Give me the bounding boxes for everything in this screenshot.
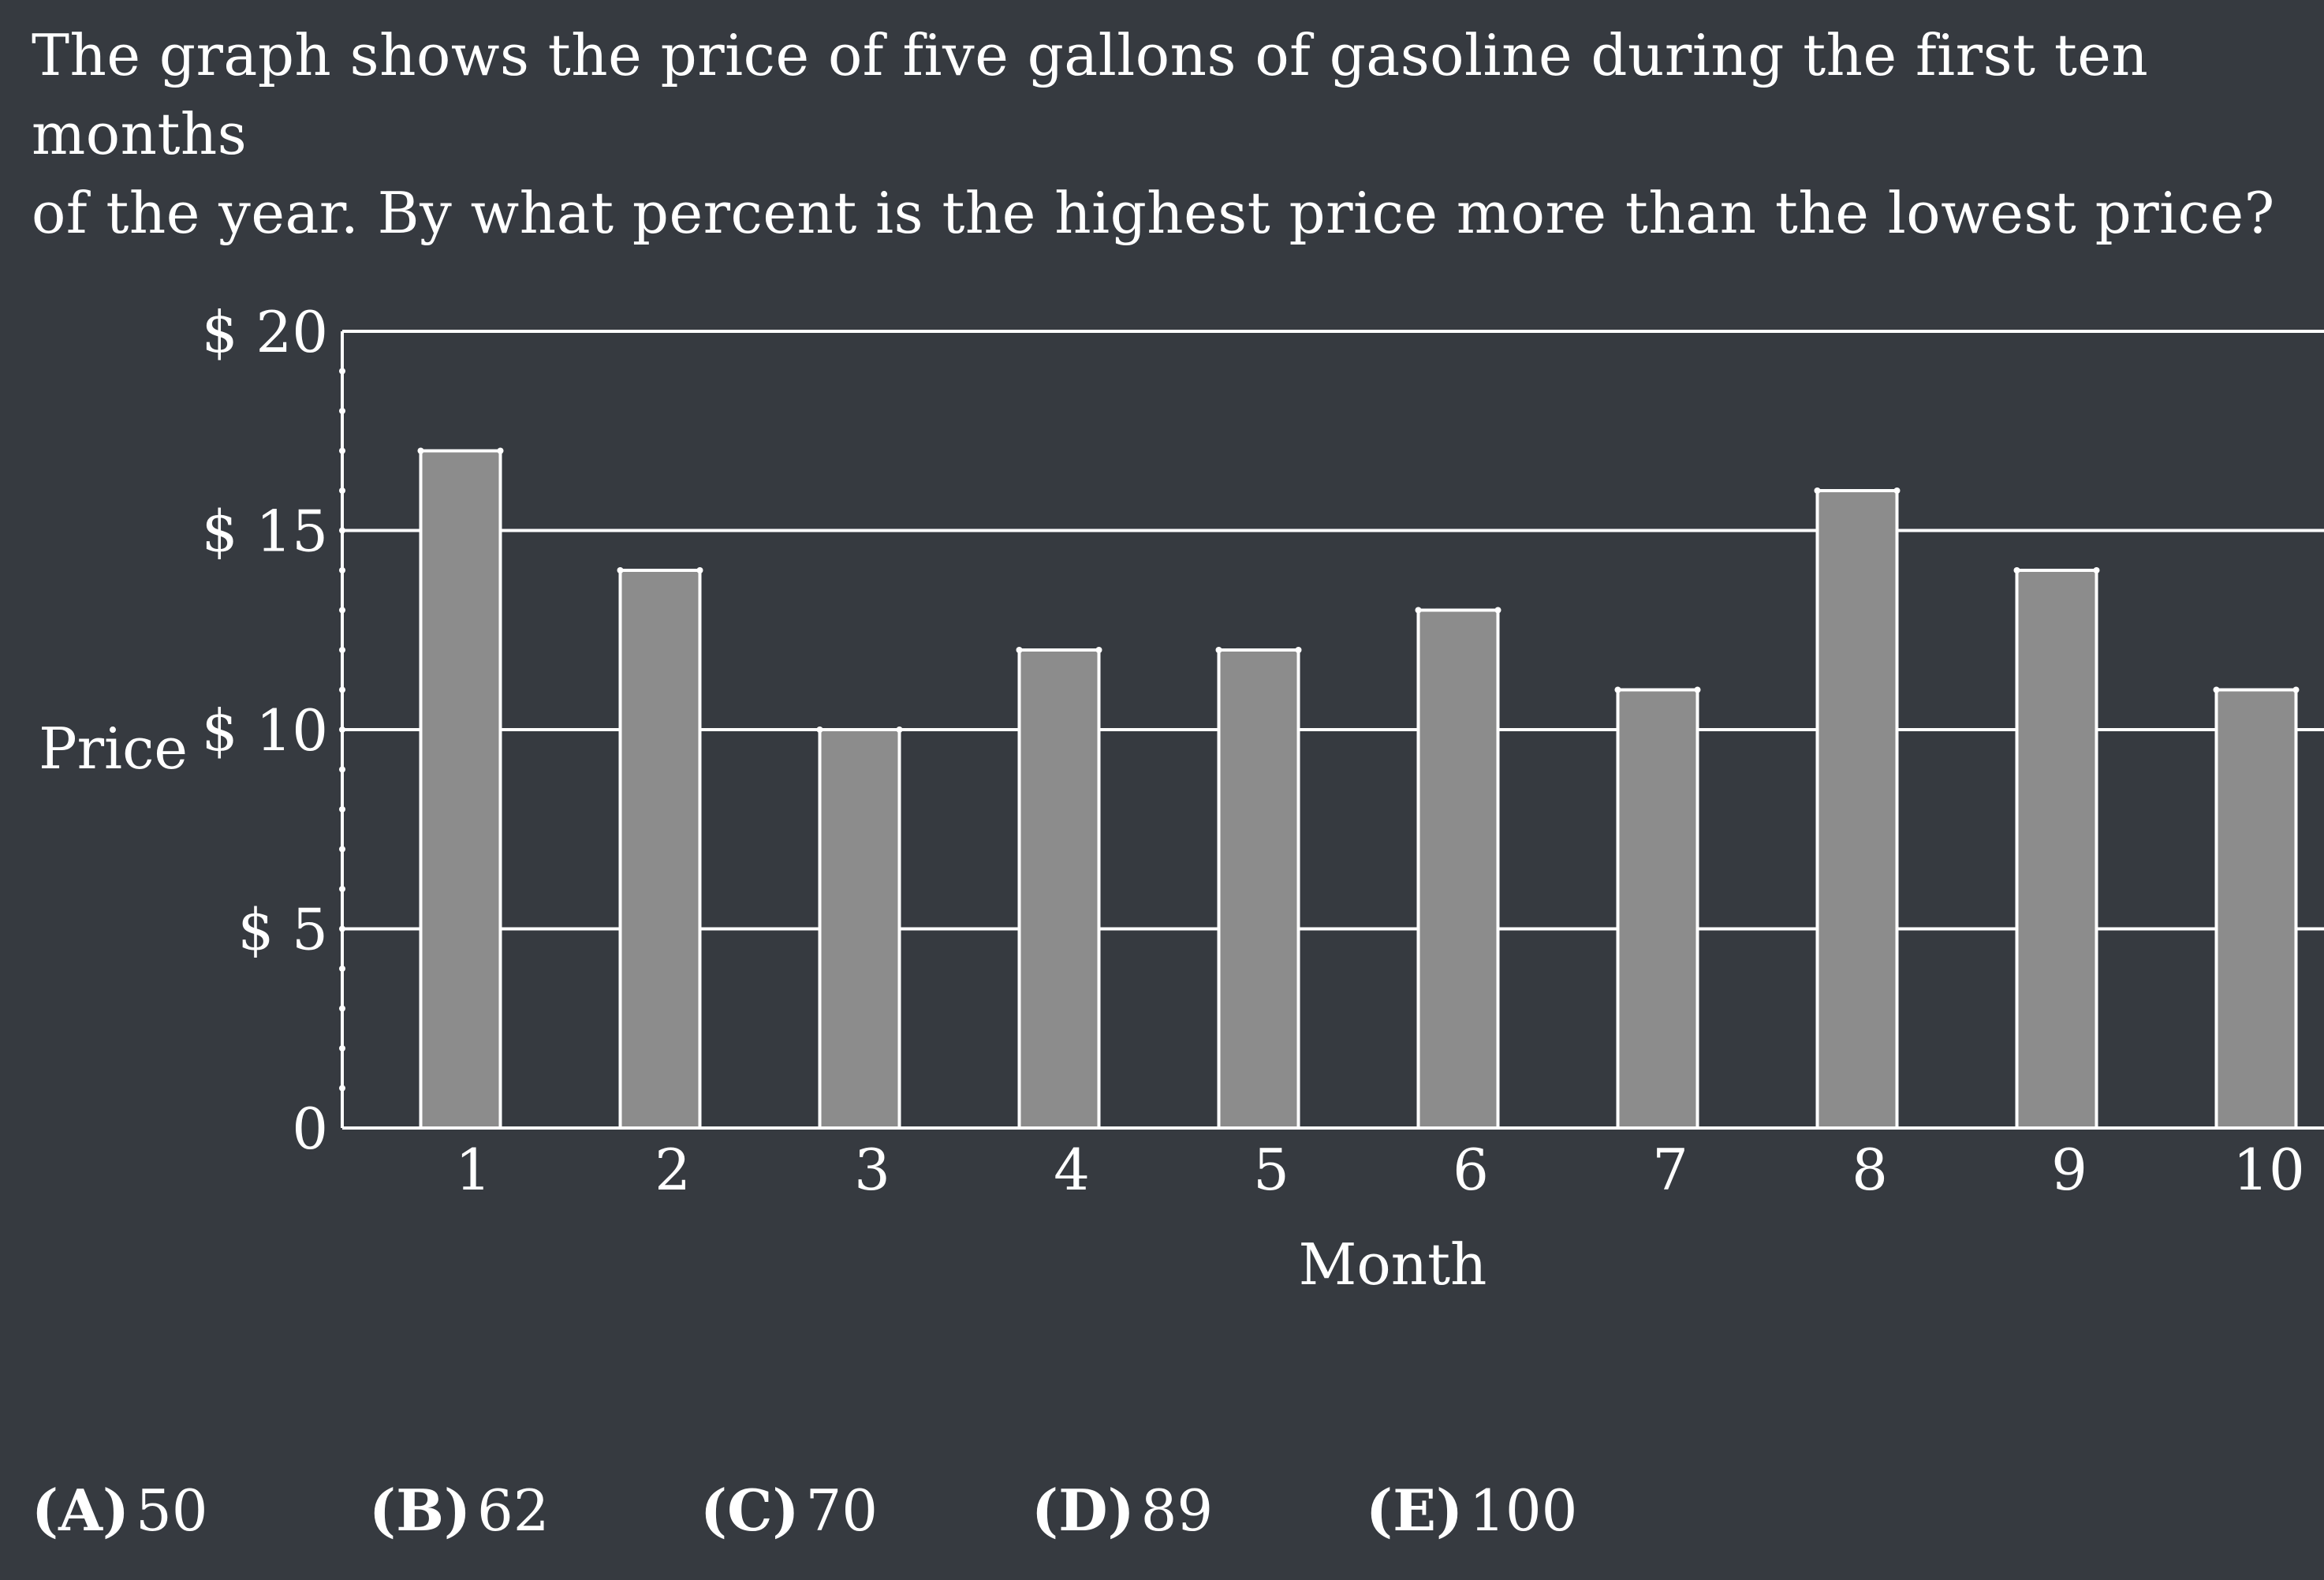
x-tick-label: 8 [1852, 1137, 1888, 1203]
answer-value: 70 [805, 1477, 878, 1544]
tick-labels: 0 $ 5 $ 10 $ 15 $ 20 1 2 3 4 5 6 7 8 9 10 [202, 299, 2305, 1203]
bars [417, 447, 2300, 1130]
bar-corner-dot [1494, 607, 1501, 614]
y-tick-label: $ 5 [237, 897, 328, 963]
bar-corner-dot [696, 567, 703, 573]
x-tick-label: 3 [854, 1137, 890, 1203]
answer-value: 89 [1140, 1477, 1214, 1544]
y-minor-tick-dot [339, 966, 345, 972]
y-minor-tick-dot [339, 686, 345, 693]
y-minor-tick-dot [339, 1045, 345, 1051]
y-tick-label: $ 10 [202, 697, 328, 764]
bar-corner-dot [1095, 647, 1102, 653]
x-tick-label: 1 [455, 1137, 491, 1203]
x-tick-label: 10 [2233, 1137, 2305, 1203]
y-minor-tick-dot [339, 567, 345, 573]
y-minor-tick-dot [339, 368, 345, 375]
y-minor-tick-dot [339, 487, 345, 494]
y-minor-tick-dot [339, 447, 345, 454]
y-minor-tick-dot [339, 527, 345, 534]
bar-month-8 [1815, 489, 1899, 1130]
y-minor-tick-dot [339, 846, 345, 853]
answer-letter: (B) [369, 1477, 471, 1544]
question-line-1: The graph shows the price of five gallon… [32, 22, 2149, 167]
answer-letter: (A) [32, 1477, 129, 1544]
x-tick-label: 5 [1253, 1137, 1289, 1203]
y-minor-tick-dot [339, 1085, 345, 1092]
bar-corner-dot [1893, 487, 1901, 494]
bar-month-4 [1017, 648, 1101, 1130]
bar-corner-dot [617, 567, 624, 573]
bar-month-1 [419, 449, 502, 1130]
question-line-2: of the year. By what percent is the high… [32, 180, 2275, 246]
y-axis-label: Price [39, 715, 188, 782]
axes [339, 331, 2324, 1130]
answer-letter: (C) [700, 1477, 800, 1544]
bar-corner-dot [1694, 686, 1701, 693]
answer-choice-a[interactable]: (A) 50 [32, 1471, 208, 1550]
y-minor-tick-dot [339, 647, 345, 653]
answer-value: 62 [477, 1477, 550, 1544]
y-tick-label: $ 20 [202, 299, 328, 365]
x-tick-label: 9 [2051, 1137, 2087, 1203]
bar-corner-dot [417, 447, 424, 454]
x-tick-label: 2 [655, 1137, 691, 1203]
y-minor-tick-dot [339, 886, 345, 892]
y-minor-tick-dot [339, 806, 345, 812]
bar-corner-dot [497, 447, 504, 454]
bar-corner-dot [1016, 647, 1023, 653]
bar-corner-dot [1814, 487, 1821, 494]
y-minor-tick-dot [339, 1005, 345, 1012]
answer-choice-d[interactable]: (D) 89 [1031, 1471, 1213, 1550]
bar-corner-dot [2013, 567, 2020, 573]
bar-corner-dot [2093, 567, 2100, 573]
y-minor-tick-dot [339, 766, 345, 773]
answer-choice-e[interactable]: (E) 100 [1366, 1471, 1577, 1550]
y-minor-tick-dot [339, 727, 345, 733]
bar-corner-dot [1295, 647, 1302, 653]
bar-month-3 [818, 728, 901, 1130]
bar-month-9 [2015, 569, 2098, 1130]
bar-month-6 [1416, 608, 1500, 1130]
bar-month-10 [2214, 688, 2298, 1130]
x-axis-label: Month [1299, 1231, 1487, 1298]
bar-corner-dot [1614, 686, 1621, 693]
x-tick-label: 7 [1652, 1137, 1688, 1203]
answer-value: 100 [1469, 1477, 1578, 1544]
answer-choice-c[interactable]: (C) 70 [700, 1471, 878, 1550]
y-tick-label: $ 15 [202, 499, 328, 565]
answer-value: 50 [136, 1477, 208, 1544]
y-minor-tick-dot [339, 925, 345, 932]
x-tick-label: 6 [1453, 1137, 1489, 1203]
y-minor-tick-dot [339, 408, 345, 414]
x-tick-label: 4 [1054, 1137, 1090, 1203]
answer-choice-b[interactable]: (B) 62 [369, 1471, 550, 1550]
bar-month-5 [1217, 648, 1300, 1130]
bar-corner-dot [816, 727, 823, 733]
answer-letter: (E) [1366, 1477, 1464, 1544]
bar-corner-dot [1415, 607, 1422, 614]
y-tick-label: 0 [292, 1096, 328, 1162]
answer-letter: (D) [1031, 1477, 1135, 1544]
bar-corner-dot [896, 727, 903, 733]
bar-corner-dot [2213, 686, 2220, 693]
bar-month-7 [1616, 688, 1699, 1130]
y-minor-tick-dot [339, 607, 345, 614]
question-text: The graph shows the price of five gallon… [32, 16, 2303, 252]
bar-corner-dot [2292, 686, 2300, 693]
bar-month-2 [618, 569, 702, 1130]
bar-corner-dot [1215, 647, 1222, 653]
